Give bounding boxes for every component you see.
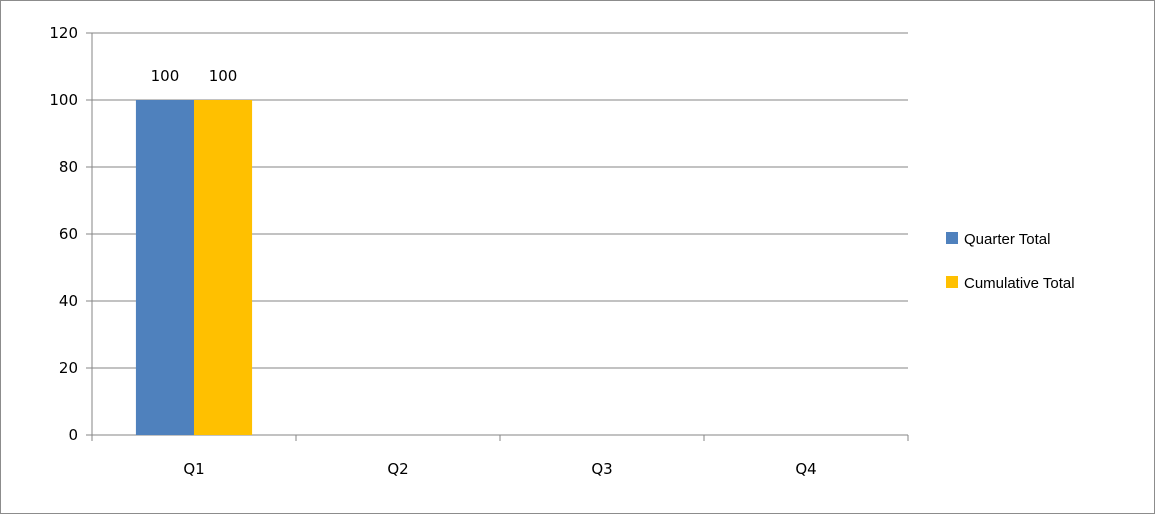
labels: 0 20 40 60 80 100 120 Q1 Q2 Q3 Q4 100 100 <box>49 24 816 478</box>
legend-swatch <box>946 276 958 288</box>
x-tick-label: Q2 <box>387 460 408 478</box>
legend-label: Quarter Total <box>964 231 1050 248</box>
y-tick-label: 20 <box>59 359 78 377</box>
bars <box>135 100 253 435</box>
legend: Quarter Total Cumulative Total <box>946 231 1075 292</box>
x-tick-label: Q3 <box>591 460 612 478</box>
y-tick-label: 100 <box>49 91 78 109</box>
bar-cumulative-total <box>194 100 253 435</box>
bar-quarter-total <box>135 100 194 435</box>
data-label: 100 <box>151 67 180 85</box>
legend-swatch <box>946 232 958 244</box>
axes <box>86 32 909 441</box>
data-label: 100 <box>209 67 238 85</box>
legend-label: Cumulative Total <box>964 275 1075 292</box>
y-tick-label: 40 <box>59 292 78 310</box>
y-tick-label: 80 <box>59 158 78 176</box>
x-tick-label: Q4 <box>795 460 816 478</box>
y-tick-label: 0 <box>68 426 78 444</box>
y-tick-label: 60 <box>59 225 78 243</box>
x-tick-label: Q1 <box>183 460 204 478</box>
y-tick-label: 120 <box>49 24 78 42</box>
